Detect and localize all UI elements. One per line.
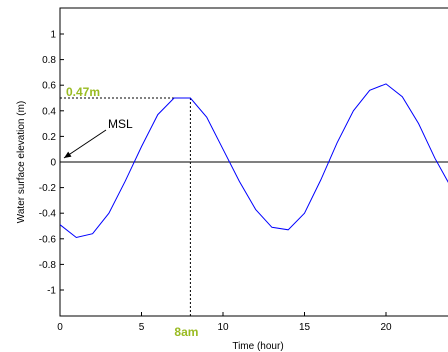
- msl-annotation: MSL: [108, 117, 133, 131]
- x-tick-label: 20: [380, 322, 392, 333]
- x-tick-label: 15: [299, 322, 311, 333]
- y-tick-label: 0.2: [42, 132, 56, 143]
- y-tick-label: -0.8: [39, 260, 57, 271]
- y-tick-label: 1: [50, 30, 56, 41]
- x-axis-title: Time (hour): [232, 341, 283, 352]
- y-tick-label: 0.8: [42, 55, 56, 66]
- peak-value-annotation: 0.47m: [66, 85, 100, 99]
- y-tick-label: -0.6: [39, 234, 57, 245]
- y-axis-title: Water surface elevation (m): [16, 101, 27, 223]
- y-tick-label: -1: [47, 286, 56, 297]
- y-tick-label: -0.2: [39, 183, 57, 194]
- x-tick-label: 10: [217, 322, 229, 333]
- peak-time-annotation: 8am: [174, 325, 198, 339]
- x-tick-label: 0: [57, 322, 63, 333]
- y-tick-label: 0.6: [42, 81, 56, 92]
- x-tick-label: 5: [139, 322, 145, 333]
- y-tick-label: 0.4: [42, 106, 56, 117]
- y-tick-label: 0: [50, 158, 56, 169]
- y-tick-label: -0.4: [39, 209, 57, 220]
